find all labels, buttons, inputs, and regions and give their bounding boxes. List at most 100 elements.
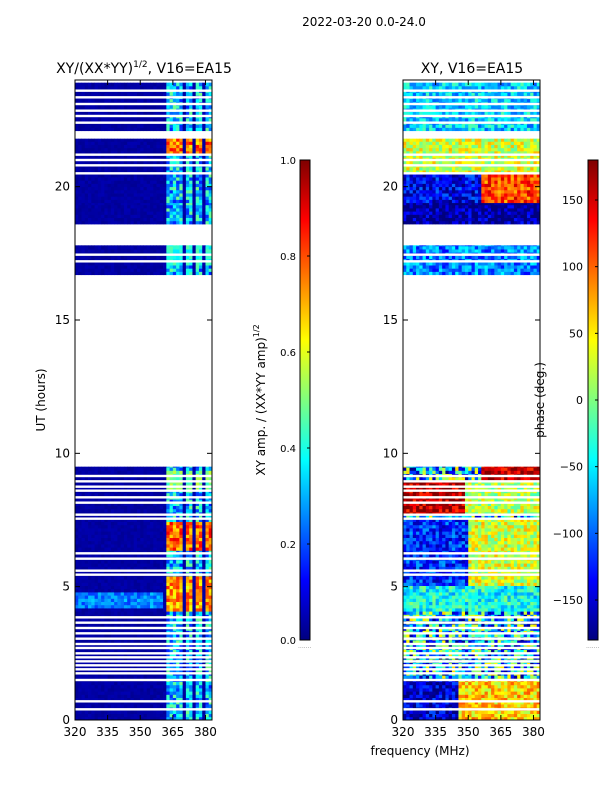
left-heatmap-cell <box>136 177 141 181</box>
left-heatmap-cell <box>114 515 118 519</box>
left-heatmap-cell <box>169 675 174 679</box>
left-heatmap-cell <box>192 697 197 702</box>
left-heatmap-cell <box>172 524 177 529</box>
left-heatmap-cell <box>205 245 210 247</box>
left-heatmap-cell <box>140 466 144 468</box>
left-heatmap-cell <box>189 193 193 197</box>
left-heatmap-cell <box>166 598 170 602</box>
left-heatmap-cell <box>114 170 118 174</box>
left-heatmap-cell <box>107 492 112 497</box>
left-heatmap-cell <box>110 592 115 596</box>
left-heatmap-cell <box>179 649 184 654</box>
left-heatmap-cell <box>156 245 161 250</box>
left-heatmap-cell <box>127 582 131 586</box>
left-heatmap-cell <box>88 245 92 247</box>
left-heatmap-cell <box>176 486 180 490</box>
left-heatmap-cell <box>182 141 187 145</box>
left-heatmap-cell <box>127 138 131 142</box>
left-heatmap-cell <box>153 579 157 583</box>
left-heatmap-cell <box>114 582 118 586</box>
left-heatmap-cell <box>130 608 135 612</box>
left-heatmap-cell <box>208 694 212 698</box>
left-heatmap-cell <box>179 537 184 542</box>
left-heatmap-cell <box>127 492 131 497</box>
left-heatmap-cell <box>117 141 122 145</box>
left-heatmap-cell <box>163 585 167 590</box>
left-heatmap-cell <box>104 204 109 209</box>
left-heatmap-cell <box>185 268 190 272</box>
left-heatmap-cell <box>150 147 154 152</box>
left-panel-title: XY/(XX*YY)1/2, V16=EA15 <box>56 60 232 77</box>
left-heatmap-cell <box>75 537 79 542</box>
left-heatmap-cell <box>150 617 154 622</box>
left-heatmap-cell <box>150 611 154 615</box>
left-heatmap-cell <box>156 268 161 272</box>
left-heatmap-cell <box>172 547 177 551</box>
left-heatmap-cell <box>123 470 128 474</box>
left-heatmap-cell <box>169 186 174 191</box>
left-heatmap-cell <box>150 180 154 184</box>
left-heatmap-cell <box>104 595 109 599</box>
left-heatmap-cell <box>208 245 212 247</box>
left-heatmap-cell <box>146 528 151 532</box>
left-heatmap-cell <box>182 150 187 155</box>
left-heatmap-cell <box>189 173 193 178</box>
left-heatmap-cell <box>169 700 174 705</box>
left-heatmap-cell <box>189 544 193 548</box>
left-heatmap-cell <box>97 166 102 171</box>
left-heatmap-cell <box>150 261 154 266</box>
left-heatmap-cell <box>192 214 197 218</box>
left-heatmap-cell <box>97 617 102 622</box>
left-heatmap-cell <box>195 608 200 612</box>
left-heatmap-cell <box>163 694 167 698</box>
left-heatmap-cell <box>94 199 99 204</box>
left-heatmap-cell <box>133 138 138 142</box>
left-heatmap-cell <box>153 608 157 612</box>
left-heatmap-cell <box>153 245 157 250</box>
left-heatmap-cell <box>189 245 193 247</box>
left-heatmap-cell <box>140 649 144 654</box>
left-heatmap-cell <box>189 537 193 542</box>
left-heatmap-cell <box>114 576 118 580</box>
left-heatmap-cell <box>153 563 157 567</box>
left-heatmap-cell <box>169 211 174 215</box>
left-heatmap-cell <box>198 466 203 468</box>
left-heatmap-cell <box>104 196 109 200</box>
left-heatmap-cell <box>133 579 138 583</box>
left-heatmap-cell <box>107 576 112 580</box>
left-heatmap-cell <box>114 196 118 200</box>
left-heatmap-cell <box>140 154 144 158</box>
left-heatmap-cell <box>192 582 197 586</box>
left-heatmap-cell <box>136 704 141 708</box>
left-heatmap-cell <box>91 220 95 225</box>
left-heatmap-cell <box>208 261 212 266</box>
left-heatmap-cell <box>110 697 115 702</box>
left-heatmap-cell <box>195 633 200 638</box>
left-heatmap-cell <box>133 245 138 247</box>
left-heatmap-cell <box>166 220 170 225</box>
left-heatmap-cell <box>189 704 193 708</box>
left-heatmap-cell <box>75 582 79 586</box>
left-heatmap-cell <box>202 220 206 225</box>
left-heatmap-cell <box>97 598 102 602</box>
left-heatmap-cell <box>150 177 154 181</box>
left-heatmap-cell <box>117 265 122 269</box>
left-heatmap-cell <box>192 534 197 538</box>
left-heatmap-cell <box>117 138 122 142</box>
left-heatmap-cell <box>120 515 125 519</box>
left-heatmap-cell <box>198 540 203 545</box>
left-heatmap-cell <box>185 160 190 165</box>
left-heatmap-cell <box>143 528 148 532</box>
left-heatmap-cell <box>179 681 184 686</box>
left-heatmap-cell <box>159 537 164 542</box>
left-heatmap-cell <box>97 245 102 250</box>
left-heatmap-cell <box>88 697 92 702</box>
left-heatmap-cell <box>163 560 167 564</box>
left-heatmap-cell <box>88 544 92 548</box>
left-heatmap-cell <box>123 652 128 657</box>
left-heatmap-cell <box>91 710 95 714</box>
left-heatmap-cell <box>120 691 125 695</box>
left-heatmap-cell <box>195 675 200 679</box>
left-heatmap-cell <box>146 560 151 564</box>
left-heatmap-cell <box>104 624 109 628</box>
